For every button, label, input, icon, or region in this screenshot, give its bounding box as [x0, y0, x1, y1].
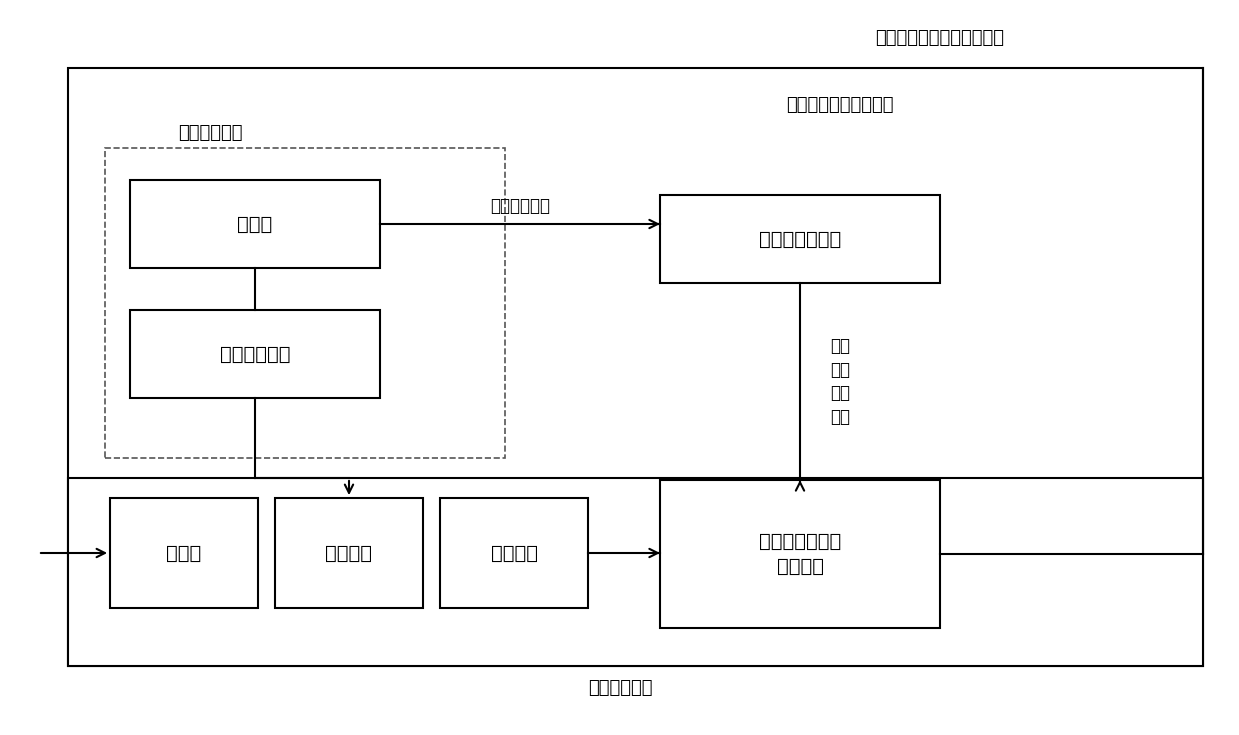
Bar	[440, 498, 589, 608]
Text: 位置执行机构: 位置执行机构	[177, 124, 243, 142]
Bar	[130, 180, 380, 268]
Bar	[130, 310, 380, 398]
Text: 微调机构和微调
执行机构: 微调机构和微调 执行机构	[758, 532, 841, 576]
Text: 恒力执行机构: 恒力执行机构	[587, 679, 652, 697]
Text: 力传感器: 力传感器	[491, 543, 538, 562]
Text: 液相泵控制系统: 液相泵控制系统	[758, 229, 841, 248]
Bar	[68, 478, 1203, 666]
Text: 光栅尺: 光栅尺	[238, 215, 273, 234]
Bar	[275, 498, 422, 608]
Bar	[110, 498, 258, 608]
Text: 光栅尺读数头: 光栅尺读数头	[219, 345, 290, 364]
Text: 液相泵: 液相泵	[166, 543, 202, 562]
Text: 模拟柱塞: 模拟柱塞	[326, 543, 373, 562]
Text: 累积误差补偿反向补偿函数: 累积误差补偿反向补偿函数	[876, 29, 1005, 47]
Bar	[660, 480, 940, 628]
Bar	[68, 68, 1203, 666]
Text: 模拟柱塞轴向运动行程: 模拟柱塞轴向运动行程	[787, 96, 893, 114]
Text: 恒定
压力
调整
信息: 恒定 压力 调整 信息	[830, 337, 850, 426]
Text: 行程实测数值: 行程实测数值	[489, 197, 550, 215]
Bar	[105, 148, 506, 458]
Bar	[660, 195, 940, 283]
